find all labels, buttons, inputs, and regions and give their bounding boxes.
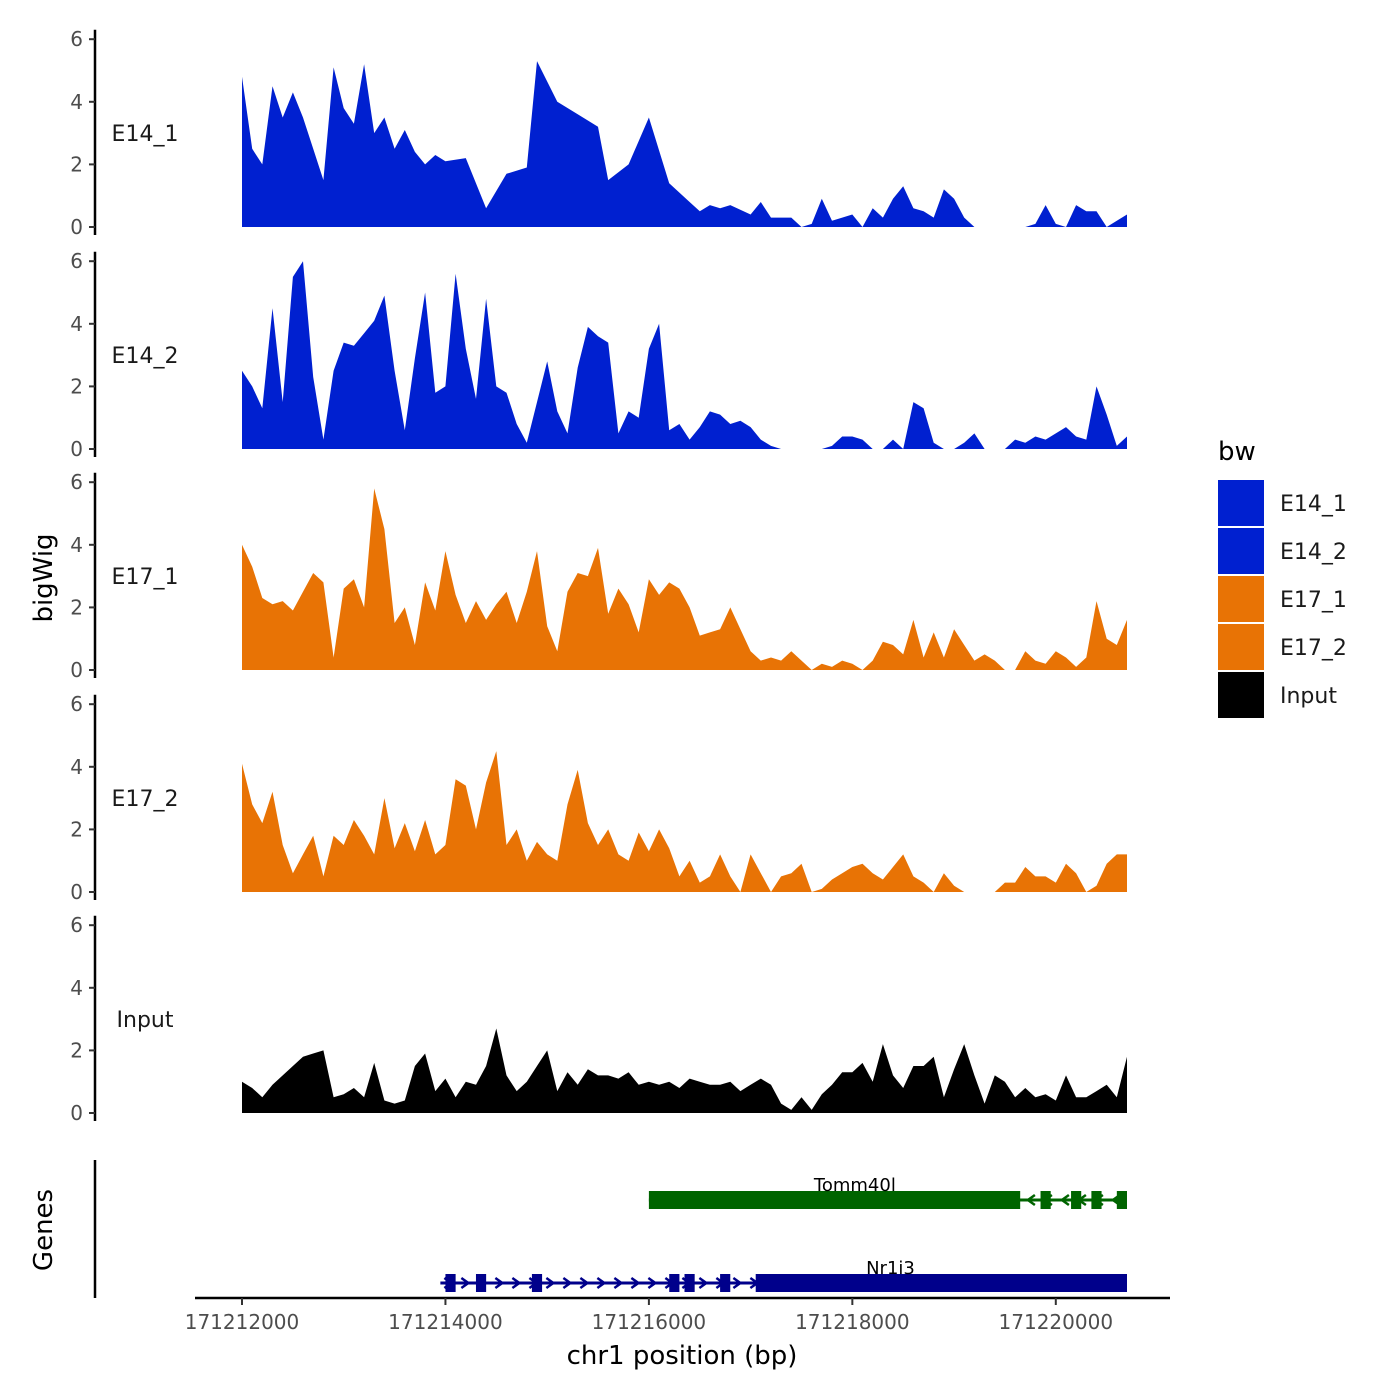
y-axis-title: bigWig	[29, 533, 59, 622]
x-axis-title: chr1 position (bp)	[567, 1341, 798, 1371]
gene-exon	[684, 1274, 695, 1292]
strand-arrow	[494, 1276, 505, 1290]
track-label: Input	[117, 1008, 174, 1033]
gene-exon	[1071, 1191, 1082, 1209]
y-tick-label: 6	[70, 249, 83, 273]
area-Input	[242, 1028, 1127, 1113]
gene-track: Tomm40l Nr1i3	[93, 1160, 1127, 1298]
coverage-tracks: 0 2 4 6 E14_1 0 2 4 6 E14_2 0 2 4 6 E17_1 0 2 4 6 E17_2 0 2 4 6…	[70, 27, 1127, 1125]
y-tick-label: 2	[70, 817, 83, 841]
strand-arrow	[630, 1276, 641, 1290]
track-E14_2: 0 2 4 6 E14_2	[70, 249, 1127, 461]
y-tick-label: 4	[70, 755, 83, 779]
x-tick-label: 171216000	[592, 1310, 707, 1334]
track-Input: 0 2 4 6 Input	[70, 913, 1127, 1125]
x-tick-label: 171218000	[795, 1310, 910, 1334]
y-tick-label: 6	[70, 913, 83, 937]
gene-Tomm40l: Tomm40l	[648, 1175, 1127, 1209]
strand-arrow	[562, 1276, 573, 1290]
y-tick-label: 0	[70, 658, 83, 682]
track-label: E17_2	[112, 787, 179, 812]
strand-arrow	[545, 1276, 556, 1290]
track-E14_1: 0 2 4 6 E14_1	[70, 27, 1127, 239]
legend-label: E14_2	[1280, 540, 1347, 565]
legend-swatch-E17_1	[1218, 576, 1264, 622]
strand-arrow	[460, 1276, 471, 1290]
track-E17_2: 0 2 4 6 E17_2	[70, 692, 1127, 904]
gene-Nr1i3: Nr1i3	[440, 1258, 1127, 1292]
legend-label: Input	[1280, 684, 1337, 709]
legend-swatch-E14_1	[1218, 480, 1264, 526]
area-E17_2	[242, 751, 1127, 892]
legend-swatch-E14_2	[1218, 528, 1264, 574]
y-tick-label: 4	[70, 312, 83, 336]
legend-swatch-E17_2	[1218, 624, 1264, 670]
legend-label: E17_2	[1280, 636, 1347, 661]
y-tick-label: 2	[70, 595, 83, 619]
legend: bw E14_1 E14_2 E17_1 E17_2 Input	[1218, 437, 1347, 718]
y-tick-label: 0	[70, 880, 83, 904]
area-E14_2	[242, 261, 1127, 449]
strand-arrow	[579, 1276, 590, 1290]
y-tick-label: 6	[70, 27, 83, 51]
y-tick-label: 6	[70, 470, 83, 494]
genes-axis-title: Genes	[29, 1189, 59, 1271]
strand-arrow	[732, 1276, 743, 1290]
x-axis: 171212000 171214000 171216000 171218000 1712…	[185, 1296, 1170, 1334]
gene-thick-block	[755, 1274, 1127, 1292]
track-label: E14_1	[112, 122, 179, 147]
legend-label: E14_1	[1280, 492, 1347, 517]
gene-exon	[475, 1274, 487, 1292]
track-label: E14_2	[112, 344, 179, 369]
y-tick-label: 4	[70, 90, 83, 114]
y-tick-label: 6	[70, 692, 83, 716]
gene-exon	[1091, 1191, 1102, 1209]
y-tick-label: 0	[70, 1101, 83, 1125]
gene-exon	[1040, 1191, 1051, 1209]
gene-exon	[531, 1274, 543, 1292]
legend-swatch-Input	[1218, 672, 1264, 718]
y-tick-label: 2	[70, 1038, 83, 1062]
track-E17_1: 0 2 4 6 E17_1	[70, 470, 1127, 682]
gene-thick-block	[648, 1191, 1021, 1209]
y-tick-label: 0	[70, 215, 83, 239]
x-tick-label: 171212000	[185, 1310, 300, 1334]
track-label: E17_1	[112, 565, 179, 590]
legend-label: E17_1	[1280, 588, 1347, 613]
y-tick-label: 0	[70, 437, 83, 461]
strand-arrow	[596, 1276, 607, 1290]
x-tick-label: 171220000	[999, 1310, 1114, 1334]
strand-arrow	[647, 1276, 658, 1290]
strand-arrow	[698, 1276, 709, 1290]
gene-exon	[445, 1274, 456, 1292]
gene-label: Tomm40l	[813, 1175, 896, 1196]
x-tick-label: 171214000	[388, 1310, 503, 1334]
gene-exon	[720, 1274, 731, 1292]
y-tick-label: 4	[70, 976, 83, 1000]
area-E14_1	[242, 61, 1127, 227]
strand-arrow	[613, 1276, 624, 1290]
y-tick-label: 2	[70, 152, 83, 176]
strand-arrow	[1025, 1193, 1036, 1207]
legend-title: bw	[1218, 437, 1256, 467]
area-E17_1	[242, 488, 1127, 670]
y-tick-label: 2	[70, 374, 83, 398]
gene-exon	[669, 1274, 680, 1292]
strand-arrow	[511, 1276, 522, 1290]
gene-label: Nr1i3	[866, 1258, 915, 1279]
y-tick-label: 4	[70, 533, 83, 557]
strand-arrow	[1059, 1193, 1070, 1207]
gene-exon	[1116, 1191, 1127, 1209]
